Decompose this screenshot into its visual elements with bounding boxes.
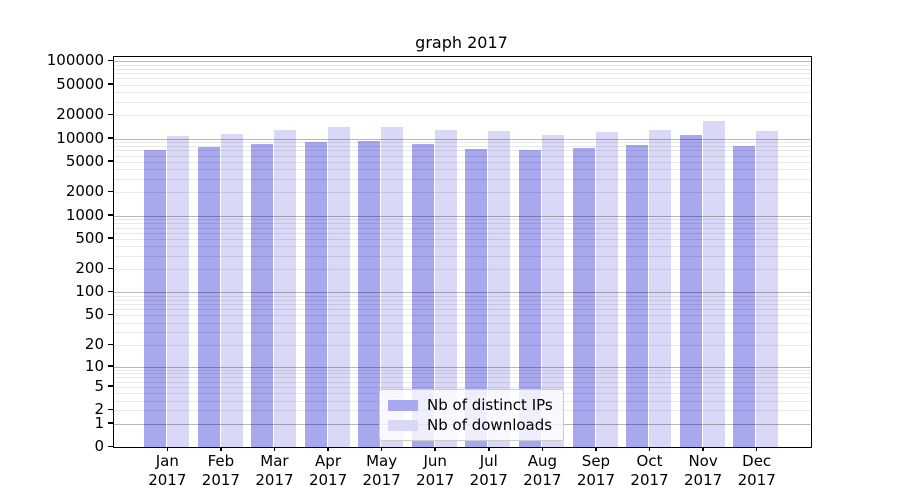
bar: [465, 148, 488, 447]
y-tick-label: 0: [94, 437, 104, 455]
y-tick-label: 100: [75, 282, 104, 301]
x-tick-label: Nov 2017: [684, 452, 723, 489]
y-tick-label: 20000: [56, 105, 104, 124]
y-tick-mark: [108, 385, 113, 387]
bar: [411, 144, 434, 447]
y-tick-label: 10000: [56, 128, 104, 147]
y-tick-mark: [108, 290, 113, 293]
y-tick-mark: [108, 113, 113, 116]
bar: [519, 150, 542, 447]
y-tick-label: 100000: [46, 51, 104, 70]
bars-layer: [114, 57, 811, 447]
y-tick-mark: [108, 343, 113, 346]
y-tick-label: 2: [94, 400, 104, 419]
x-tick-mark: [380, 447, 383, 451]
x-tick-mark: [488, 447, 490, 451]
bar: [251, 143, 274, 447]
y-tick-mark: [108, 137, 113, 139]
x-tick-label: Sep 2017: [576, 452, 616, 489]
bar: [679, 135, 702, 447]
bar: [274, 129, 297, 447]
y-tick-label: 500: [75, 228, 104, 247]
y-tick-mark: [108, 422, 113, 424]
bar: [488, 131, 511, 447]
bar: [595, 132, 618, 447]
y-tick-label: 200: [75, 259, 104, 278]
legend-label: Nb of distinct IPs: [427, 396, 553, 414]
y-tick-mark: [108, 83, 113, 85]
bar: [304, 142, 327, 447]
bar: [626, 145, 649, 447]
x-tick-mark: [434, 447, 436, 451]
x-tick-label: Aug 2017: [523, 452, 562, 489]
bar: [733, 145, 756, 447]
y-tick-label: 5: [94, 376, 104, 395]
y-tick-mark: [108, 365, 113, 367]
x-tick-mark: [327, 447, 329, 451]
y-tick-label: 5000: [65, 151, 104, 170]
y-tick-mark: [108, 59, 113, 62]
x-tick-mark: [595, 447, 597, 451]
legend-label: Nb of downloads: [427, 416, 553, 434]
legend-swatch: [388, 419, 418, 431]
x-tick-label: Feb 2017: [201, 452, 240, 489]
bar: [220, 133, 243, 447]
y-tick-mark: [108, 267, 113, 270]
bar: [381, 126, 404, 447]
y-tick-label: 50000: [56, 74, 104, 93]
legend-item: Nb of distinct IPs: [388, 395, 553, 415]
y-tick-mark: [108, 445, 113, 447]
x-tick-mark: [648, 447, 651, 451]
x-tick-label: Mar 2017: [255, 452, 294, 489]
chart-title: graph 2017: [415, 33, 508, 52]
bar: [434, 130, 457, 447]
x-tick-label: Jul 2017: [469, 452, 508, 489]
x-tick-label: Jun 2017: [416, 452, 455, 489]
bar: [649, 130, 672, 447]
legend: Nb of distinct IPs Nb of downloads: [379, 389, 564, 441]
bar: [197, 147, 220, 447]
y-tick-label: 50: [84, 305, 104, 324]
bar: [144, 150, 166, 447]
legend-swatch: [388, 399, 418, 411]
bar: [167, 136, 189, 447]
plot-area: [113, 56, 812, 448]
bar: [542, 134, 565, 447]
y-tick-label: 20: [84, 335, 104, 354]
x-tick-label: Jan 2017: [148, 452, 187, 489]
y-tick-label: 1000: [65, 205, 104, 224]
y-tick-mark: [108, 408, 113, 411]
y-tick-mark: [108, 313, 113, 316]
y-tick-mark: [108, 237, 113, 239]
x-tick-label: Apr 2017: [308, 452, 348, 489]
y-tick-label: 2000: [65, 182, 104, 201]
bar: [327, 127, 350, 447]
x-tick-label: Oct 2017: [630, 452, 669, 489]
bar: [702, 120, 725, 447]
x-tick-label: Dec 2017: [737, 452, 776, 489]
y-tick-mark: [108, 214, 113, 216]
x-tick-mark: [273, 447, 276, 451]
bar: [756, 131, 779, 447]
x-tick-mark: [166, 447, 169, 451]
legend-item: Nb of downloads: [388, 415, 553, 435]
y-tick-label: 10: [84, 356, 104, 375]
x-tick-mark: [755, 447, 758, 451]
y-tick-mark: [108, 190, 113, 193]
bar: [358, 141, 381, 447]
x-tick-mark: [541, 447, 544, 451]
bar: [572, 148, 595, 447]
x-tick-label: May 2017: [362, 452, 401, 489]
y-tick-mark: [108, 160, 113, 162]
x-tick-mark: [702, 447, 704, 451]
y-tick-label: 1: [94, 413, 104, 432]
x-tick-mark: [220, 447, 222, 451]
